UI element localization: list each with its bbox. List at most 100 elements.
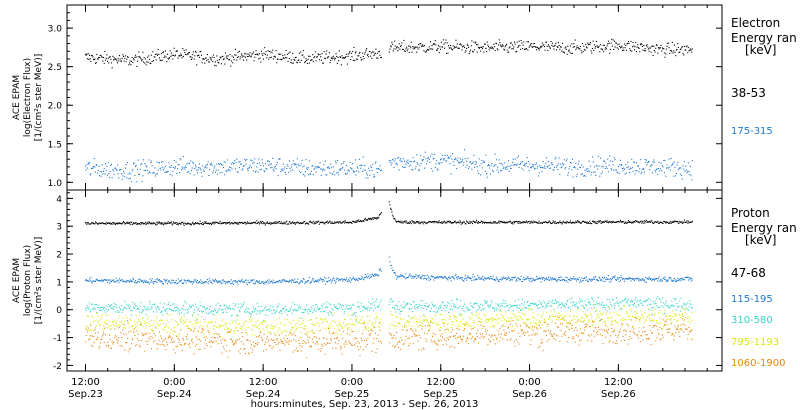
data-point	[246, 284, 248, 286]
data-point	[397, 50, 399, 52]
data-point	[567, 222, 569, 224]
data-point	[222, 309, 224, 311]
data-point	[206, 222, 208, 224]
data-point	[355, 278, 357, 280]
data-point	[660, 301, 662, 303]
data-point	[110, 281, 112, 283]
data-point	[121, 60, 123, 62]
data-point	[483, 308, 485, 310]
data-point	[166, 319, 168, 321]
data-point	[677, 169, 679, 171]
data-point	[532, 46, 534, 48]
data-point	[441, 276, 443, 278]
data-point	[556, 222, 558, 224]
data-point	[685, 304, 687, 306]
data-point	[88, 163, 90, 165]
data-point	[310, 60, 312, 62]
data-point	[587, 281, 589, 283]
data-point	[204, 307, 206, 309]
data-point	[236, 158, 238, 160]
data-point	[259, 169, 261, 171]
data-point	[495, 164, 497, 166]
data-point	[392, 43, 394, 45]
data-point	[524, 306, 526, 308]
data-point	[574, 39, 576, 41]
data-point	[484, 170, 486, 172]
data-point	[288, 52, 290, 54]
data-point	[176, 50, 178, 52]
data-point	[165, 325, 167, 327]
data-point	[503, 222, 505, 224]
data-point	[292, 310, 294, 312]
data-point	[602, 306, 604, 308]
data-point	[192, 281, 194, 283]
data-point	[121, 323, 123, 325]
data-point	[493, 221, 495, 223]
data-point	[605, 221, 607, 223]
data-point	[231, 222, 233, 224]
data-point	[581, 164, 583, 166]
data-point	[669, 277, 671, 279]
data-point	[609, 281, 611, 283]
data-point	[339, 279, 341, 281]
data-point	[356, 220, 358, 222]
data-point	[465, 166, 467, 168]
data-point	[557, 46, 559, 48]
data-point	[350, 222, 352, 224]
data-point	[595, 165, 597, 167]
data-point	[157, 49, 159, 51]
data-point	[641, 302, 643, 304]
data-point	[219, 56, 221, 58]
data-point	[312, 220, 314, 222]
data-point	[454, 46, 456, 48]
data-point	[152, 281, 154, 283]
data-point	[250, 159, 252, 161]
data-point	[661, 164, 663, 166]
data-point	[312, 278, 314, 280]
data-point	[93, 280, 95, 282]
data-point	[186, 223, 188, 225]
data-point	[552, 302, 554, 304]
data-point	[584, 277, 586, 279]
data-point	[141, 60, 143, 62]
data-point	[328, 166, 330, 168]
data-point	[145, 221, 147, 223]
data-point	[206, 167, 208, 169]
data-point	[270, 222, 272, 224]
data-point	[179, 309, 181, 311]
data-point	[361, 275, 363, 277]
data-point	[107, 279, 109, 281]
ytick-label: 3.0	[48, 25, 63, 35]
data-point	[147, 169, 149, 171]
data-point	[97, 280, 99, 282]
data-point	[652, 161, 654, 163]
data-point	[468, 168, 470, 170]
data-point	[588, 43, 590, 45]
data-point	[409, 160, 411, 162]
data-point	[458, 307, 460, 309]
data-point	[409, 221, 411, 223]
data-point	[609, 160, 611, 162]
data-point	[222, 325, 224, 327]
data-point	[109, 177, 111, 179]
data-point	[309, 173, 311, 175]
data-point	[338, 169, 340, 171]
data-point	[310, 310, 312, 312]
data-point	[346, 277, 348, 279]
data-point	[246, 311, 248, 313]
data-point	[545, 41, 547, 43]
data-point	[674, 299, 676, 301]
data-point	[508, 221, 510, 223]
data-point	[202, 58, 204, 60]
data-point	[490, 165, 492, 167]
data-point	[457, 157, 459, 159]
data-point	[288, 58, 290, 60]
data-point	[598, 276, 600, 278]
data-point	[428, 157, 430, 159]
data-point	[589, 302, 591, 304]
data-point	[637, 279, 639, 281]
data-point	[102, 329, 104, 331]
data-point	[473, 279, 475, 281]
data-point	[401, 42, 403, 44]
data-point	[143, 159, 145, 161]
